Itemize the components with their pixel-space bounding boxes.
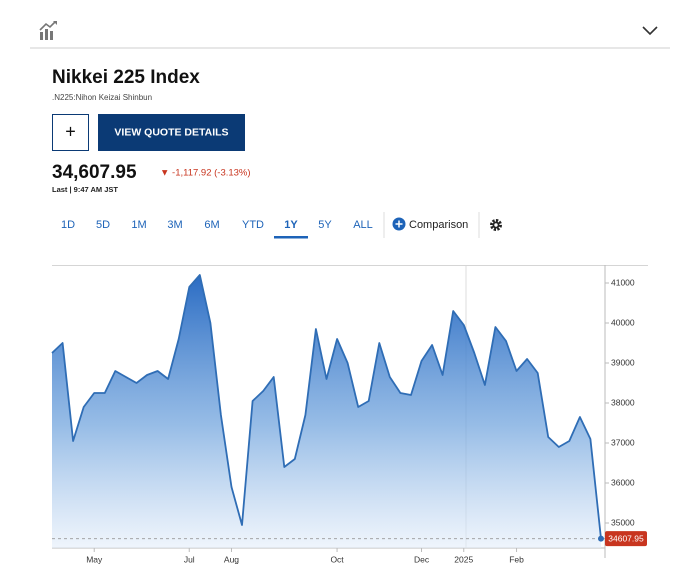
quote-title: Nikkei 225 Index [52, 67, 200, 88]
quote-details-button[interactable]: VIEW QUOTE DETAILS [98, 114, 245, 151]
range-tabs: 1D 5D 1M 3M 6M YTD 1Y 5Y ALL [61, 219, 373, 239]
range-tab[interactable]: 3M [167, 219, 182, 231]
y-tick-label: 36000 [611, 477, 635, 487]
last-time: Last | 9:47 AM JST [52, 185, 118, 194]
x-tick-label: May [86, 554, 103, 564]
range-tab[interactable]: 1D [61, 219, 75, 231]
y-tick-label: 40000 [611, 317, 635, 327]
quote-details-label[interactable]: VIEW QUOTE DETAILS [114, 126, 228, 138]
selected-tab-underline [274, 236, 308, 239]
area-fill [52, 275, 601, 548]
range-tab[interactable]: 5D [96, 219, 110, 231]
x-tick-label: Oct [330, 554, 344, 564]
settings-gear[interactable] [490, 219, 502, 231]
range-tab[interactable]: YTD [242, 219, 264, 231]
x-tick-label: Feb [509, 554, 524, 564]
plot: 35000 36000 37000 38000 39000 40000 41000 May Ju… [51, 265, 647, 564]
last-value-box [605, 531, 647, 547]
y-tick-label: 37000 [611, 437, 635, 447]
range-tab[interactable]: 6M [204, 219, 219, 231]
price: 34,607.95 [52, 162, 137, 183]
comparison-label[interactable]: Comparison [409, 219, 468, 231]
range-tab[interactable]: ALL [353, 219, 373, 231]
x-tick-label: Aug [224, 554, 239, 564]
last-value-dot [598, 535, 604, 542]
y-tick-label: 41000 [611, 277, 635, 287]
range-tab[interactable]: 5Y [318, 219, 332, 231]
y-tick-label: 38000 [611, 397, 635, 407]
add-button-label[interactable]: + [65, 121, 76, 141]
price-line [51, 274, 602, 539]
last-value-label: 34607.95 [608, 533, 644, 543]
x-tick-label: Jul [184, 554, 195, 564]
x-tick-label: 2025 [454, 554, 473, 564]
y-tick-label: 35000 [611, 517, 635, 527]
y-tick-label: 39000 [611, 357, 635, 367]
comparison-button[interactable]: Comparison [392, 217, 469, 231]
x-tick-label: Dec [414, 554, 430, 564]
price-change: ▼ -1,117.92 (-3.13%) [160, 168, 251, 179]
quote-subtitle: .N225:Nihon Keizai Shinbun [52, 93, 152, 102]
range-tab[interactable]: 1Y [284, 219, 298, 231]
chart-icon[interactable] [39, 21, 57, 40]
add-button[interactable]: + [52, 114, 89, 151]
range-tab[interactable]: 1M [131, 219, 146, 231]
collapse-chevron[interactable] [642, 26, 658, 36]
